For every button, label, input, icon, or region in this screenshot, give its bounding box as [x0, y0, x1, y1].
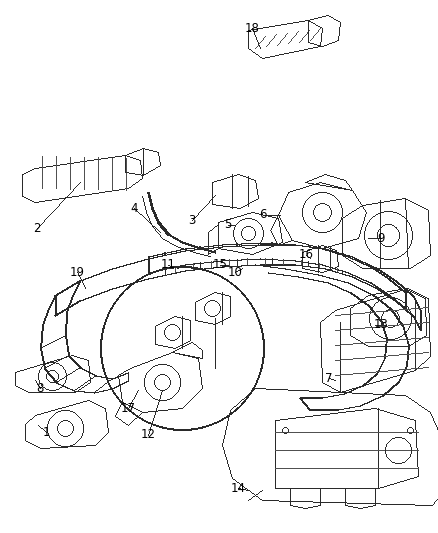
Text: 4: 4 — [130, 201, 138, 214]
Text: 7: 7 — [325, 372, 333, 384]
Text: 2: 2 — [33, 222, 41, 235]
Text: 14: 14 — [230, 481, 246, 495]
Text: 9: 9 — [377, 231, 385, 245]
Text: 1: 1 — [42, 425, 50, 439]
Text: 13: 13 — [374, 319, 389, 332]
Text: 15: 15 — [212, 259, 227, 271]
Text: 12: 12 — [141, 429, 155, 441]
Text: 5: 5 — [224, 219, 232, 231]
Text: 11: 11 — [160, 259, 176, 271]
Text: 18: 18 — [244, 21, 259, 35]
Text: 10: 10 — [228, 265, 243, 279]
Text: 16: 16 — [299, 248, 314, 262]
Text: 8: 8 — [36, 382, 44, 394]
Text: 19: 19 — [70, 265, 85, 279]
Text: 6: 6 — [259, 208, 267, 222]
Text: 17: 17 — [120, 401, 135, 415]
Text: 3: 3 — [188, 214, 196, 227]
